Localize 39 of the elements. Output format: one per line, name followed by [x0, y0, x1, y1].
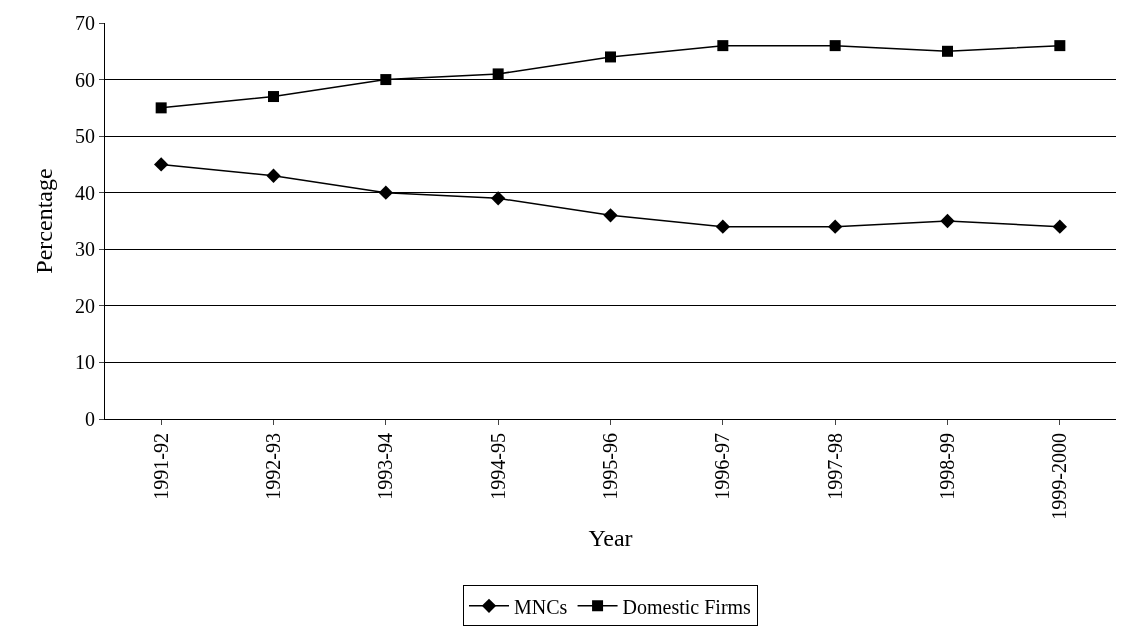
point [266, 168, 281, 183]
point [942, 45, 953, 57]
y-tick-label: 70 [75, 12, 95, 34]
x-tick-label: 1991-92 [149, 433, 172, 500]
point [605, 51, 616, 63]
x-tick-label: 1998-99 [936, 433, 958, 500]
x-tick-label: 1997-98 [823, 433, 846, 500]
legend-label: Domestic Firms [622, 595, 752, 618]
y-tick-label: 60 [75, 68, 95, 91]
point [940, 213, 955, 229]
x-tick-label: 1995-96 [599, 433, 621, 500]
point [491, 191, 506, 206]
y-tick-label: 40 [75, 181, 95, 204]
x-axis-title: Year [588, 524, 633, 551]
point [1052, 219, 1067, 234]
legend-label: MNCs [514, 595, 568, 618]
x-tick-label: 1994-95 [486, 433, 509, 500]
point [717, 40, 729, 52]
point [268, 91, 279, 103]
point [1054, 40, 1066, 52]
x-tick-label: 1999-2000 [1048, 433, 1071, 520]
y-tick-label: 50 [75, 125, 95, 148]
y-axis-title: Percentage [31, 168, 58, 274]
x-tick-label: 1996-97 [711, 433, 734, 500]
point [492, 68, 504, 80]
point [155, 102, 167, 114]
y-tick-label: 0 [85, 408, 95, 430]
point [378, 185, 393, 200]
point [715, 219, 730, 234]
y-tick-label: 10 [75, 351, 95, 374]
point [828, 219, 843, 234]
x-tick-label: 1993-94 [374, 433, 397, 500]
point [603, 208, 618, 223]
y-tick-label: 30 [75, 238, 95, 261]
x-tick-label: 1992-93 [262, 433, 284, 500]
point [154, 157, 169, 172]
point [380, 74, 392, 86]
y-tick-label: 20 [75, 294, 95, 317]
point [829, 40, 841, 52]
